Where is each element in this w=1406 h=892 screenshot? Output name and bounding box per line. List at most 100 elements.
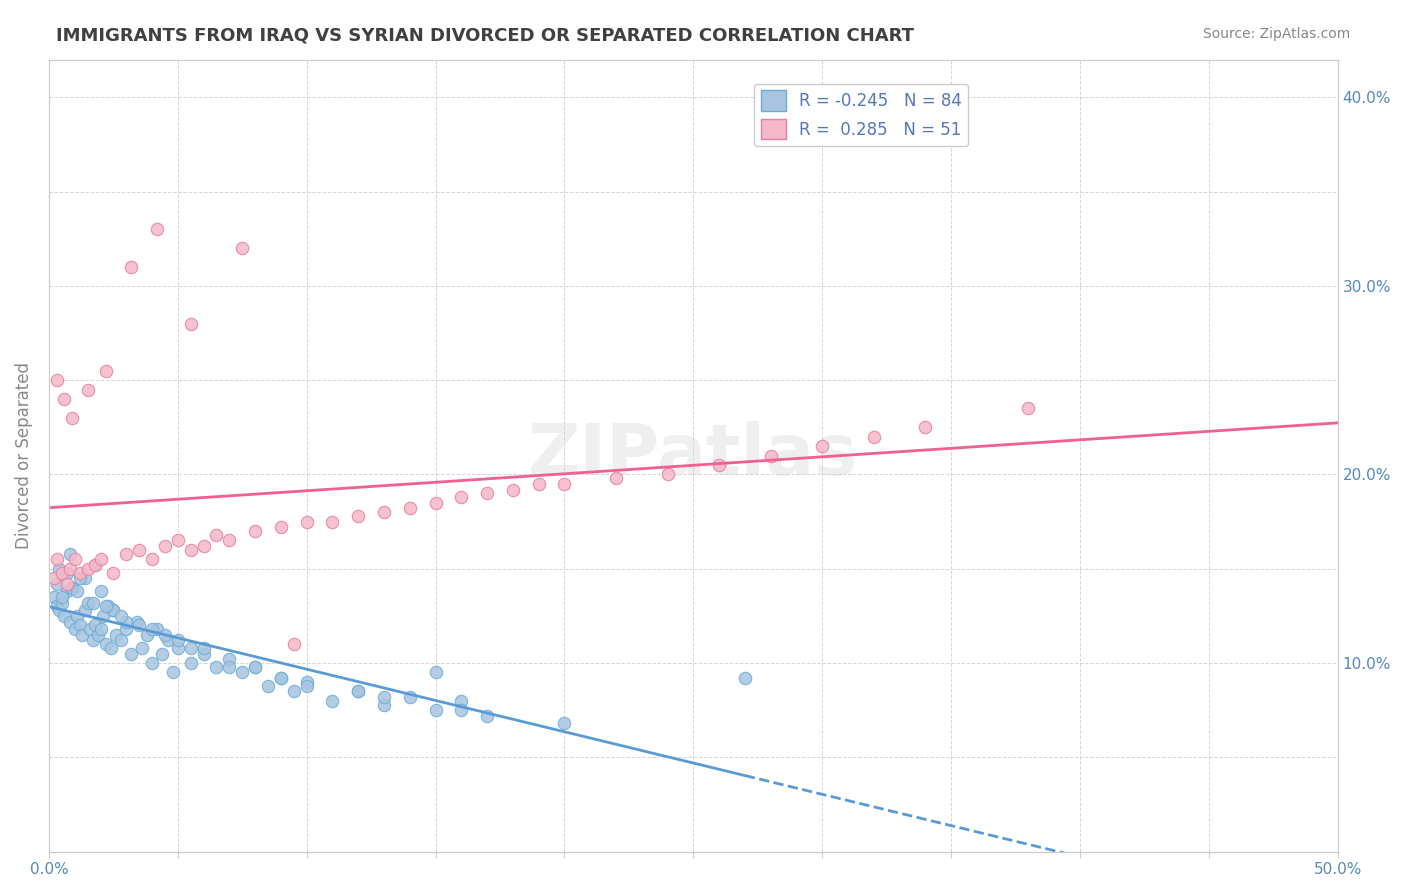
Syrians — [295, 515, 318, 529]
Immigrants from Iraq — [166, 633, 188, 648]
Immigrants from Iraq — [110, 633, 132, 648]
Syrians — [657, 467, 679, 482]
Syrians — [398, 501, 420, 516]
Syrians — [76, 562, 98, 576]
Immigrants from Iraq — [425, 665, 447, 680]
Immigrants from Iraq — [104, 628, 127, 642]
Immigrants from Iraq — [60, 581, 83, 595]
Immigrants from Iraq — [42, 590, 65, 604]
Immigrants from Iraq — [69, 618, 91, 632]
Syrians — [605, 471, 627, 485]
Immigrants from Iraq — [218, 660, 240, 674]
Syrians — [60, 410, 83, 425]
Syrians — [120, 260, 142, 274]
Syrians — [45, 552, 67, 566]
Immigrants from Iraq — [103, 603, 125, 617]
Syrians — [128, 542, 150, 557]
Immigrants from Iraq — [131, 640, 153, 655]
Immigrants from Iraq — [450, 703, 472, 717]
Immigrants from Iraq — [53, 608, 76, 623]
Immigrants from Iraq — [156, 633, 179, 648]
Immigrants from Iraq — [146, 622, 169, 636]
Immigrants from Iraq — [180, 640, 202, 655]
Immigrants from Iraq — [115, 622, 138, 636]
Immigrants from Iraq — [66, 608, 89, 623]
Syrians — [45, 373, 67, 387]
Immigrants from Iraq — [450, 694, 472, 708]
Immigrants from Iraq — [91, 608, 114, 623]
Syrians — [84, 558, 107, 572]
Immigrants from Iraq — [373, 698, 395, 712]
Syrians — [205, 528, 228, 542]
Immigrants from Iraq — [110, 608, 132, 623]
Syrians — [450, 490, 472, 504]
Immigrants from Iraq — [89, 584, 111, 599]
Immigrants from Iraq — [153, 628, 176, 642]
Immigrants from Iraq — [60, 581, 83, 595]
Immigrants from Iraq — [84, 558, 107, 572]
Syrians — [502, 483, 524, 497]
Immigrants from Iraq — [58, 615, 80, 629]
Immigrants from Iraq — [94, 599, 117, 614]
Immigrants from Iraq — [45, 577, 67, 591]
Immigrants from Iraq — [425, 703, 447, 717]
Immigrants from Iraq — [141, 656, 163, 670]
Immigrants from Iraq — [79, 622, 101, 636]
Immigrants from Iraq — [243, 660, 266, 674]
Immigrants from Iraq — [270, 671, 292, 685]
Immigrants from Iraq — [69, 571, 91, 585]
Immigrants from Iraq — [66, 584, 89, 599]
Syrians — [89, 552, 111, 566]
Immigrants from Iraq — [141, 622, 163, 636]
Syrians — [231, 241, 253, 255]
Syrians — [321, 515, 343, 529]
Immigrants from Iraq — [56, 566, 79, 580]
Syrians — [63, 552, 86, 566]
Syrians — [373, 505, 395, 519]
Syrians — [115, 547, 138, 561]
Immigrants from Iraq — [295, 679, 318, 693]
Immigrants from Iraq — [398, 690, 420, 704]
Syrians — [243, 524, 266, 538]
Immigrants from Iraq — [205, 660, 228, 674]
Immigrants from Iraq — [89, 622, 111, 636]
Syrians — [103, 566, 125, 580]
Immigrants from Iraq — [150, 647, 173, 661]
Immigrants from Iraq — [347, 684, 370, 698]
Syrians — [56, 577, 79, 591]
Syrians — [475, 486, 498, 500]
Immigrants from Iraq — [73, 603, 96, 617]
Immigrants from Iraq — [347, 684, 370, 698]
Immigrants from Iraq — [82, 596, 104, 610]
Text: IMMIGRANTS FROM IRAQ VS SYRIAN DIVORCED OR SEPARATED CORRELATION CHART: IMMIGRANTS FROM IRAQ VS SYRIAN DIVORCED … — [56, 27, 914, 45]
Syrians — [53, 392, 76, 406]
Immigrants from Iraq — [97, 599, 120, 614]
Immigrants from Iraq — [243, 660, 266, 674]
Immigrants from Iraq — [162, 665, 184, 680]
Text: Source: ZipAtlas.com: Source: ZipAtlas.com — [1202, 27, 1350, 41]
Syrians — [707, 458, 730, 472]
Immigrants from Iraq — [475, 708, 498, 723]
Immigrants from Iraq — [87, 628, 110, 642]
Immigrants from Iraq — [56, 584, 79, 599]
Syrians — [141, 552, 163, 566]
Syrians — [270, 520, 292, 534]
Immigrants from Iraq — [84, 618, 107, 632]
Immigrants from Iraq — [51, 596, 73, 610]
Immigrants from Iraq — [58, 547, 80, 561]
Syrians — [1017, 401, 1039, 416]
Syrians — [527, 476, 550, 491]
Immigrants from Iraq — [45, 599, 67, 614]
Immigrants from Iraq — [321, 694, 343, 708]
Immigrants from Iraq — [180, 656, 202, 670]
Syrians — [862, 430, 884, 444]
Immigrants from Iraq — [115, 615, 138, 629]
Syrians — [811, 439, 834, 453]
Immigrants from Iraq — [48, 603, 70, 617]
Immigrants from Iraq — [76, 596, 98, 610]
Syrians — [76, 383, 98, 397]
Immigrants from Iraq — [48, 562, 70, 576]
Immigrants from Iraq — [73, 571, 96, 585]
Syrians — [193, 539, 215, 553]
Syrians — [69, 566, 91, 580]
